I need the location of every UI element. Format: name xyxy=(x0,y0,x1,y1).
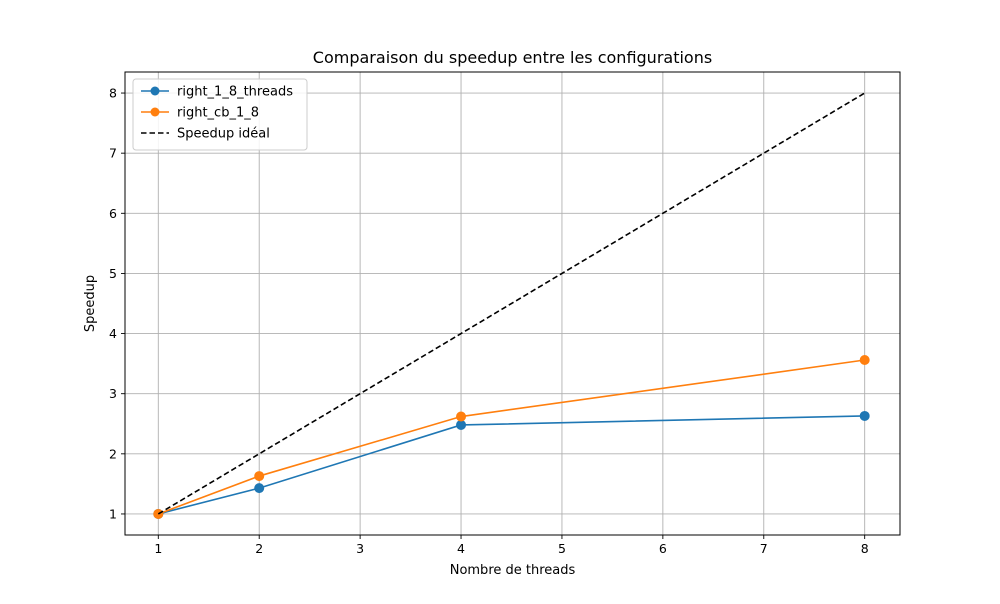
legend-marker-1 xyxy=(150,86,160,96)
plot-area-frame xyxy=(124,71,901,536)
grid-layer xyxy=(125,72,900,535)
x-tick-label: 3 xyxy=(356,541,364,556)
series-1-point xyxy=(254,483,265,494)
y-tick-label: 6 xyxy=(109,206,117,221)
x-axis-label: Nombre de threads xyxy=(450,563,576,578)
y-tick-label: 8 xyxy=(109,86,117,101)
x-tick-label: 8 xyxy=(861,541,869,556)
legend-marker-2 xyxy=(150,107,160,117)
y-axis-label: Speedup xyxy=(83,275,98,332)
y-tick-label: 3 xyxy=(109,386,117,401)
legend-label-1: right_1_8_threads xyxy=(177,85,293,100)
series-line-3 xyxy=(157,92,866,515)
x-tick-label: 6 xyxy=(659,541,667,556)
tick-layer: 1 2 3 4 5 6 7 8 1 2 3 4 5 6 7 8 xyxy=(109,86,869,556)
x-tick-label: 1 xyxy=(154,541,162,556)
series-line-2 xyxy=(158,359,865,515)
series-2-point xyxy=(456,411,467,422)
series-layer xyxy=(153,92,870,519)
y-tick-label: 4 xyxy=(109,326,117,341)
legend: right_1_8_threads right_cb_1_8 Speedup idé… xyxy=(132,78,308,151)
legend-label-2: right_cb_1_8 xyxy=(177,106,259,121)
x-tick-label: 7 xyxy=(760,541,768,556)
series-line-1 xyxy=(158,415,865,515)
legend-label-3: Speedup idéal xyxy=(177,127,270,142)
y-tick-label: 7 xyxy=(109,146,117,161)
series-2-point xyxy=(153,508,164,519)
y-tick-label: 2 xyxy=(109,446,117,461)
y-tick-label: 1 xyxy=(109,506,117,521)
chart-title: Comparaison du speedup entre les configu… xyxy=(313,48,712,67)
x-tick-label: 5 xyxy=(558,541,566,556)
x-tick-label: 2 xyxy=(255,541,263,556)
legend-box xyxy=(132,78,308,151)
series-1-point xyxy=(456,419,467,430)
series-2-point xyxy=(254,471,265,482)
x-tick-label: 4 xyxy=(457,541,465,556)
series-2-point xyxy=(859,355,870,366)
series-1-point xyxy=(859,410,870,421)
y-tick-label: 5 xyxy=(109,266,117,281)
